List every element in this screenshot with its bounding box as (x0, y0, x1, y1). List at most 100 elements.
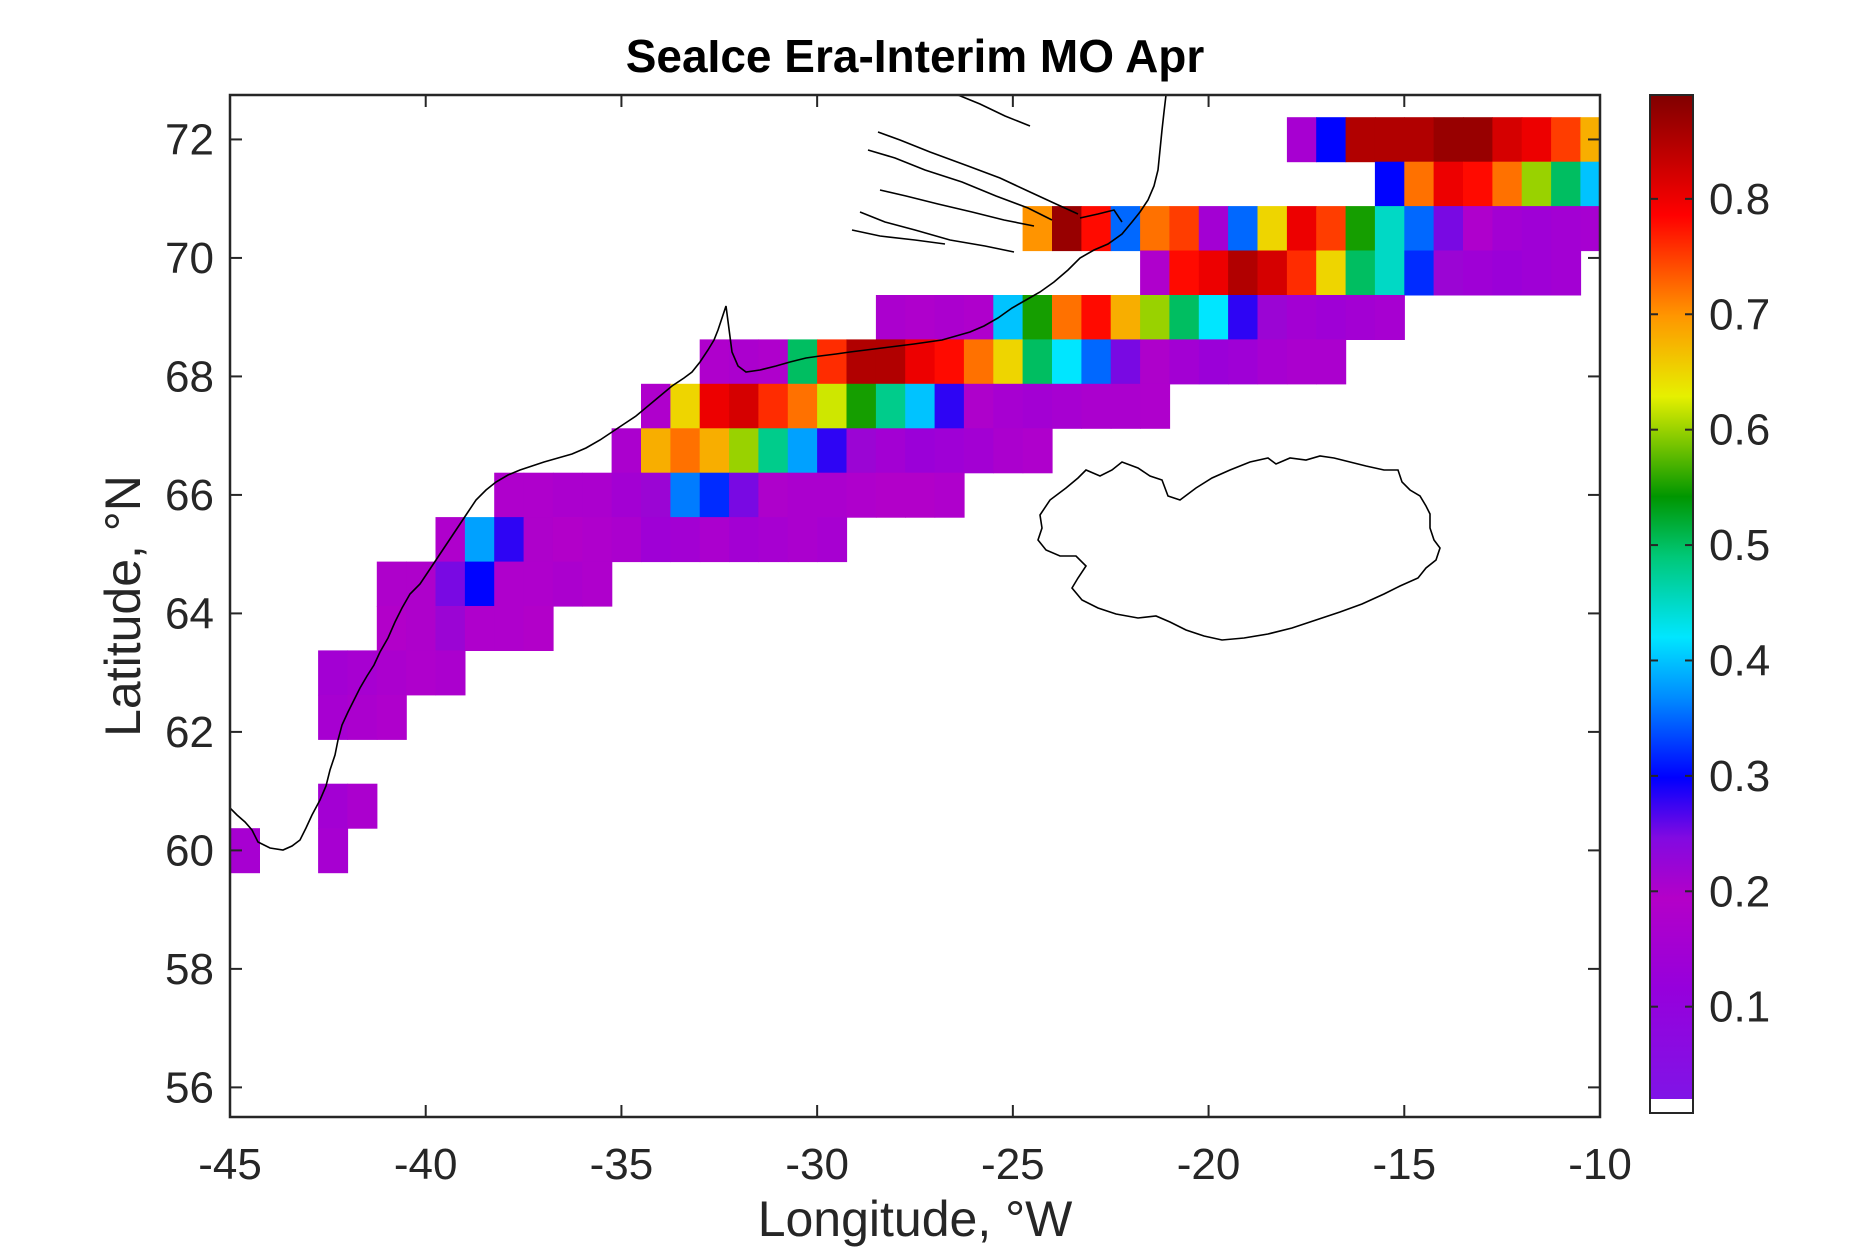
heatmap-cell (875, 295, 906, 340)
greenland-fjord-2 (867, 149, 1053, 221)
heatmap-cell (406, 561, 437, 607)
heatmap-cell (494, 472, 525, 518)
heatmap-cell (699, 339, 730, 385)
x-tick-label: -20 (1177, 1140, 1241, 1189)
heatmap-cell (1374, 295, 1405, 340)
heatmap-cell (963, 428, 994, 474)
y-axis-ticks: 56 58 60 62 64 66 68 70 72 (165, 115, 1600, 1112)
heatmap-cell (464, 606, 495, 651)
heatmap-cell (1492, 161, 1523, 207)
y-tick-label: 62 (165, 708, 214, 757)
heatmap-cell (963, 339, 994, 385)
heatmap-cell (787, 517, 818, 563)
heatmap-cell (1698, 117, 1728, 162)
heatmap-cell (1169, 206, 1200, 252)
heatmap-cell (817, 428, 848, 474)
heatmap-cell (1169, 250, 1200, 296)
colorbar-tick-label: 0.8 (1709, 175, 1770, 224)
heatmap-cell (1228, 295, 1259, 340)
heatmap-cell (1286, 206, 1317, 252)
heatmap-cell (875, 383, 906, 429)
heatmap-cell (1052, 383, 1082, 429)
x-tick-label: -40 (394, 1140, 458, 1189)
heatmap-cell (846, 472, 877, 518)
heatmap-cell (1521, 117, 1552, 163)
heatmap-cell (1052, 206, 1082, 252)
colorbar-frame (1649, 94, 1694, 1114)
x-tick-label: -10 (1568, 1140, 1632, 1189)
heatmap-cell (846, 383, 877, 429)
heatmap-cell (1022, 295, 1053, 340)
heatmap-cell (670, 517, 701, 563)
heatmap-cell (1610, 117, 1640, 162)
heatmap-cell (1580, 206, 1600, 252)
heatmap-cell (670, 383, 701, 429)
heatmap-cell (758, 428, 789, 474)
heatmap-cell (1433, 250, 1464, 296)
x-tick-label: -30 (785, 1140, 849, 1189)
heatmap-cell (875, 472, 906, 518)
heatmap-cell (1580, 161, 1600, 207)
heatmap-cell (494, 561, 525, 607)
heatmap-cell (1198, 206, 1229, 252)
y-tick-label: 58 (165, 945, 214, 994)
heatmap-cell (670, 472, 701, 518)
heatmap-cell (376, 650, 407, 696)
heatmap-cell (318, 694, 349, 740)
heatmap-cell (1228, 206, 1259, 252)
heatmap-cell (1815, 162, 1845, 207)
heatmap-cell (787, 428, 818, 474)
heatmap-cell (758, 517, 789, 563)
heatmap-cell (905, 383, 936, 429)
chart-title: SeaIce Era-Interim MO Apr (626, 30, 1205, 82)
heatmap-cell (1463, 250, 1493, 296)
heatmap-cell (993, 383, 1024, 429)
colorbar-gradient (1650, 95, 1693, 1099)
heatmap-cell (552, 472, 583, 518)
heatmap-cell (817, 517, 848, 563)
heatmap-cell (1257, 250, 1288, 296)
heatmap-cell (934, 383, 965, 429)
heatmap-cell (758, 472, 789, 518)
heatmap-cell (1198, 250, 1229, 296)
heatmap-cell (347, 694, 378, 740)
heatmap-cell (1345, 295, 1376, 340)
heatmap-cell (435, 561, 466, 607)
heatmap-cell (318, 783, 349, 829)
heatmap-cell (1316, 250, 1347, 296)
y-tick-label: 70 (165, 234, 214, 283)
y-tick-label: 68 (165, 352, 214, 401)
heatmap-cell (641, 472, 671, 518)
heatmap-cell (1257, 295, 1288, 340)
heatmap-cell (552, 517, 583, 563)
plot-area-frame (228, 93, 1602, 1119)
heatmap-cell (1374, 206, 1405, 252)
heatmap-cell (1345, 206, 1376, 252)
heatmap-cell (1110, 295, 1141, 340)
heatmap-cell (552, 561, 583, 607)
heatmap-cell (1551, 117, 1582, 163)
heatmap-cell (376, 694, 407, 740)
heatmap-cell (1433, 117, 1464, 163)
heatmap-cell (1286, 295, 1317, 340)
heatmap-cell (1022, 339, 1053, 385)
heatmap-cell (376, 561, 407, 607)
heatmap-cell (1521, 250, 1552, 296)
heatmap-cell (1551, 161, 1582, 207)
heatmap-cell (1081, 383, 1112, 429)
heatmap-cell (1404, 161, 1435, 207)
x-tick-label: -15 (1372, 1140, 1436, 1189)
heatmap-cell (406, 650, 437, 696)
heatmap-cell (699, 428, 730, 474)
heatmap-cell (1257, 206, 1288, 252)
heatmap-cell (582, 561, 613, 607)
heatmap-cell (699, 383, 730, 429)
heatmap-cell (758, 339, 789, 385)
heatmap-cell (758, 383, 789, 429)
heatmap-cell (993, 339, 1024, 385)
heatmap-cell (1404, 117, 1435, 163)
heatmap-cell (1463, 117, 1493, 163)
heatmap-cell (1433, 161, 1464, 207)
heatmap-cell (787, 383, 818, 429)
heatmap-cell (1845, 117, 1875, 162)
